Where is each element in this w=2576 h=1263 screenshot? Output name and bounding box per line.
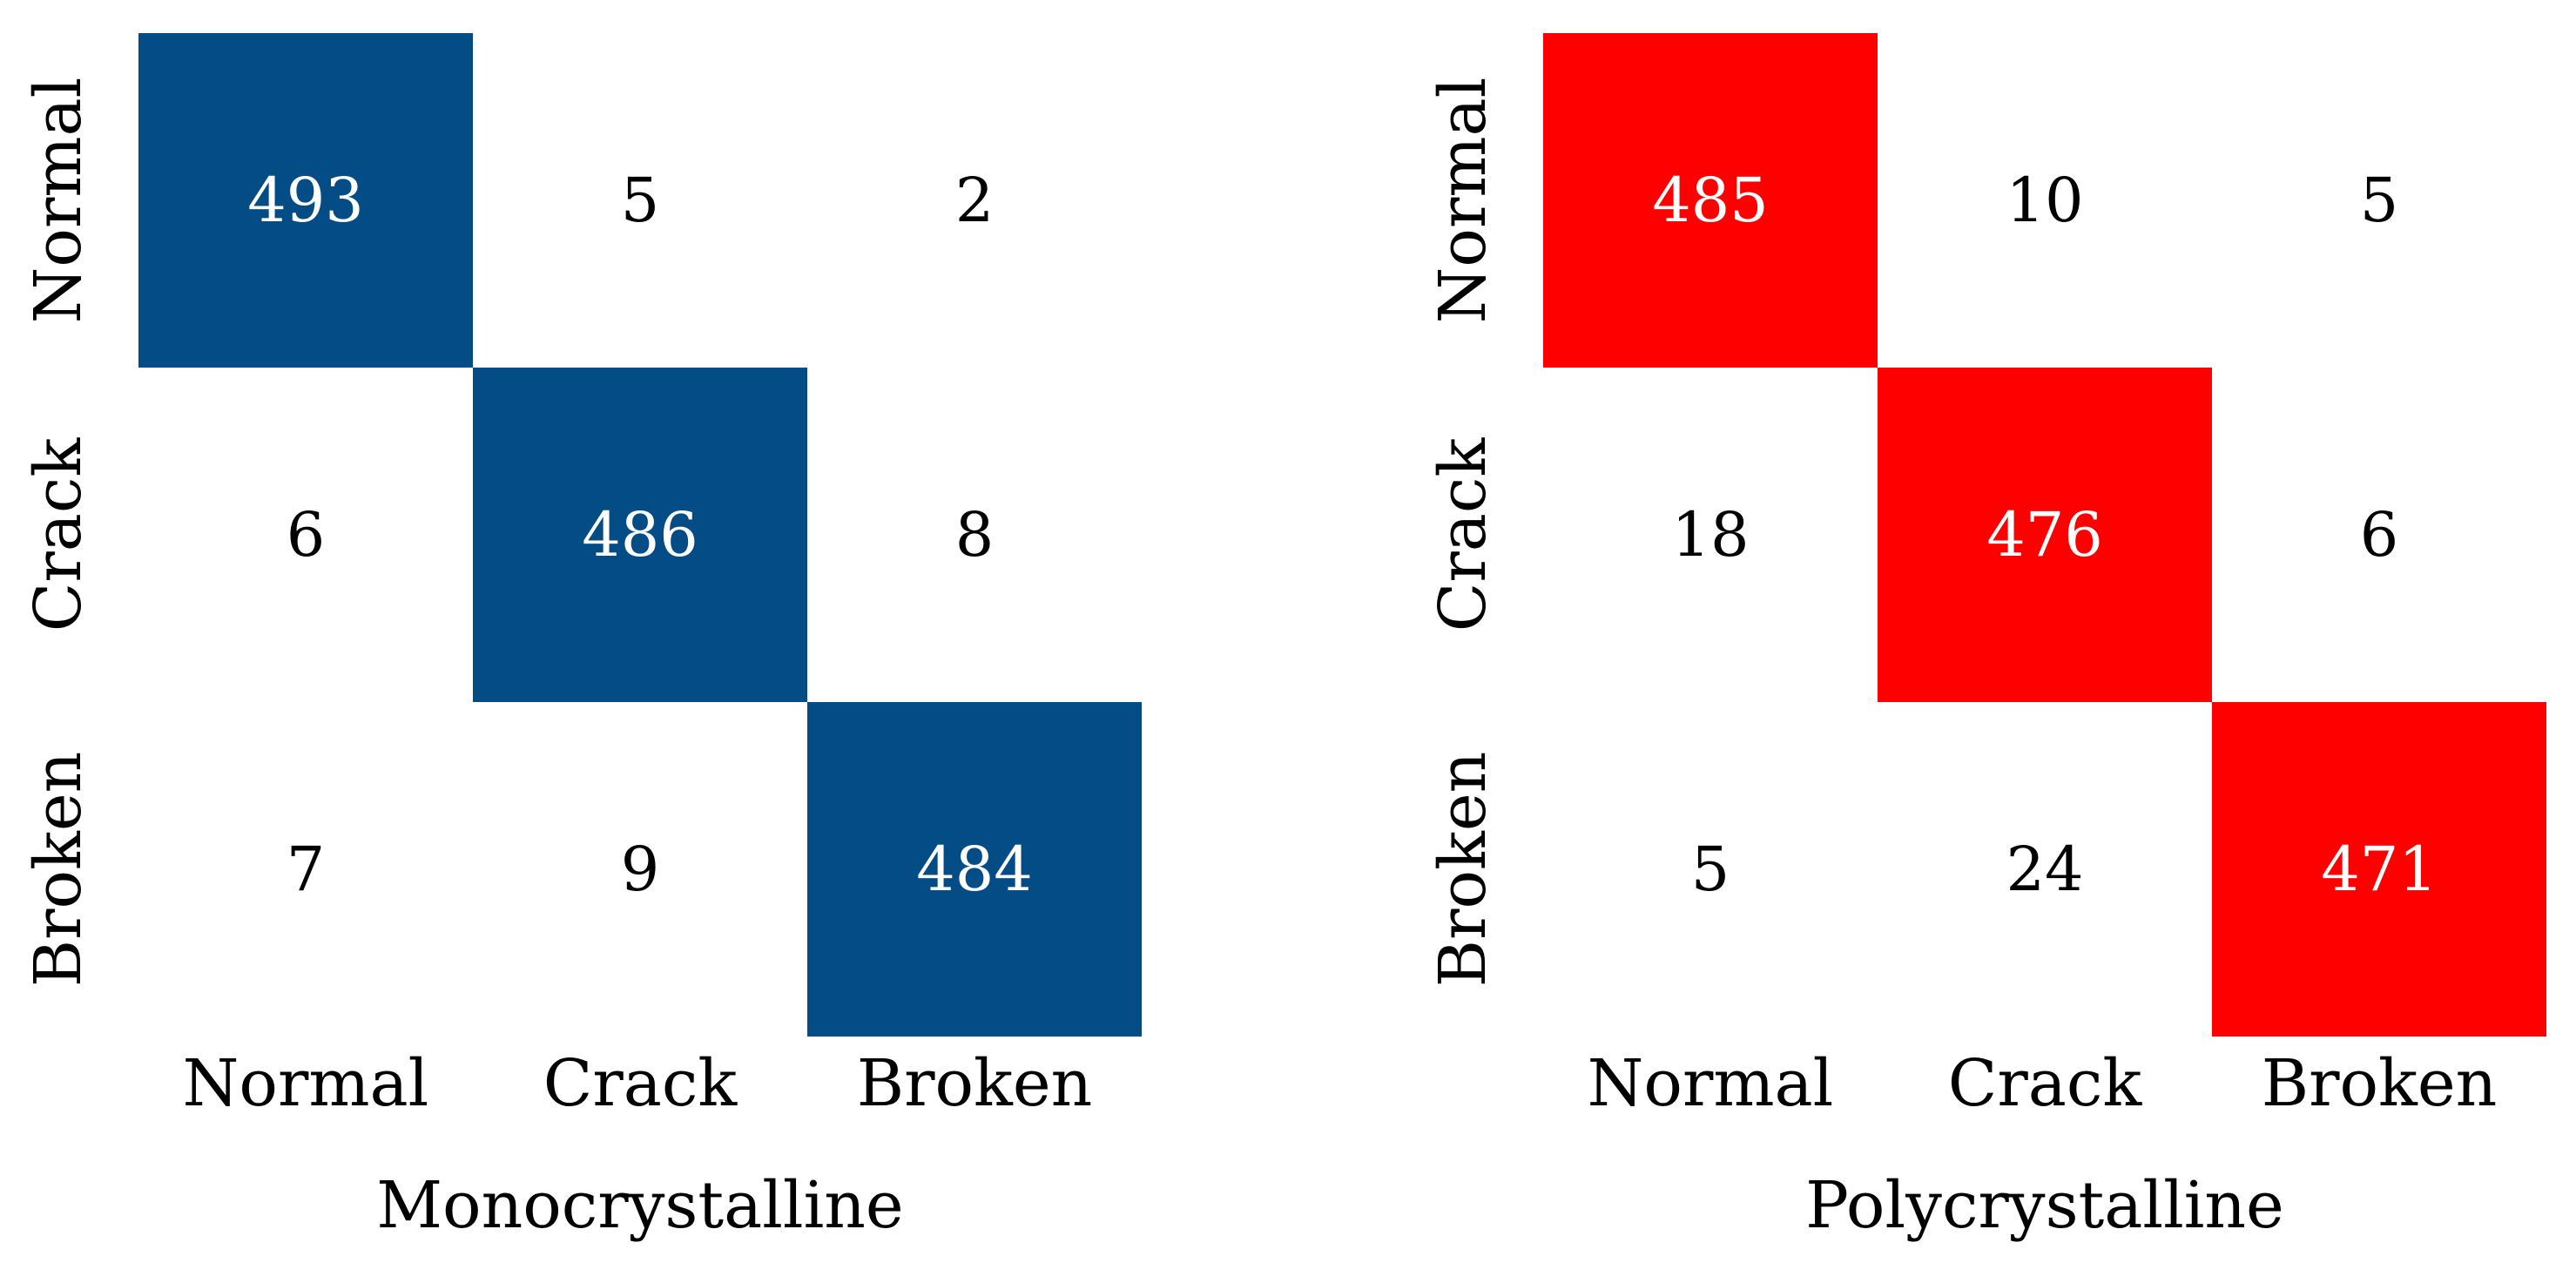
matrix-cell-crack-crack xyxy=(473,368,807,702)
matrix-cell-crack-normal xyxy=(1543,368,1878,702)
cell-value-label: 5 xyxy=(2360,165,2399,236)
cell-value-label: 484 xyxy=(916,834,1033,905)
cell-value-label: 5 xyxy=(621,165,660,236)
y-tick-label-crack: Crack xyxy=(21,437,96,632)
monocrystalline-matrix: 493 5 2 6 486 8 7 9 484 Normal Crack Broken Normal Cr… xyxy=(21,33,1142,1243)
panel-axis-label: Monocrystalline xyxy=(376,1168,903,1243)
panel-axis-label: Polycrystalline xyxy=(1805,1168,2284,1243)
x-tick-label-crack: Crack xyxy=(1948,1046,2143,1121)
cell-value-label: 471 xyxy=(2321,834,2438,905)
y-tick-label-crack: Crack xyxy=(1426,437,1500,632)
cell-value-label: 5 xyxy=(1691,834,1730,905)
matrix-cell-normal-crack xyxy=(1878,33,2212,368)
matrix-cell-broken-broken xyxy=(2212,702,2546,1037)
matrix-cell-crack-normal xyxy=(138,368,473,702)
matrix-cell-normal-broken xyxy=(2212,33,2546,368)
cell-value-label: 2 xyxy=(955,165,995,236)
cell-value-label: 485 xyxy=(1652,165,1769,236)
cell-value-label: 493 xyxy=(247,165,364,236)
matrix-cell-broken-broken xyxy=(807,702,1142,1037)
matrix-cell-broken-crack xyxy=(473,702,807,1037)
x-tick-label-broken: Broken xyxy=(2262,1046,2498,1121)
matrix-cell-broken-normal xyxy=(138,702,473,1037)
cell-value-label: 476 xyxy=(1986,499,2103,571)
y-tick-label-normal: Normal xyxy=(21,78,96,324)
matrix-cell-crack-broken xyxy=(807,368,1142,702)
matrix-cell-crack-broken xyxy=(2212,368,2546,702)
cell-value-label: 24 xyxy=(2006,834,2083,905)
matrix-cell-normal-normal xyxy=(138,33,473,368)
matrix-cell-normal-crack xyxy=(473,33,807,368)
cell-value-label: 6 xyxy=(287,499,326,571)
y-tick-label-normal: Normal xyxy=(1426,78,1500,324)
matrix-cell-broken-normal xyxy=(1543,702,1878,1037)
y-tick-label-broken: Broken xyxy=(1426,752,1500,988)
cell-value-label: 6 xyxy=(2360,499,2399,571)
cell-value-label: 7 xyxy=(287,834,326,905)
cell-value-label: 8 xyxy=(955,499,995,571)
matrix-cell-broken-crack xyxy=(1878,702,2212,1037)
polycrystalline-matrix: 485 10 5 18 476 6 5 24 471 Normal Crack Broken Norma… xyxy=(1426,33,2546,1243)
cell-value-label: 9 xyxy=(621,834,660,905)
x-tick-label-normal: Normal xyxy=(183,1046,429,1121)
y-tick-label-broken: Broken xyxy=(21,752,96,988)
x-tick-label-normal: Normal xyxy=(1588,1046,1834,1121)
x-tick-label-broken: Broken xyxy=(857,1046,1093,1121)
cell-value-label: 10 xyxy=(2006,165,2083,236)
cell-value-label: 18 xyxy=(1671,499,1749,571)
cell-value-label: 486 xyxy=(582,499,698,571)
matrix-cell-normal-normal xyxy=(1543,33,1878,368)
x-tick-label-crack: Crack xyxy=(543,1046,738,1121)
matrix-cell-normal-broken xyxy=(807,33,1142,368)
matrix-cell-crack-crack xyxy=(1878,368,2212,702)
